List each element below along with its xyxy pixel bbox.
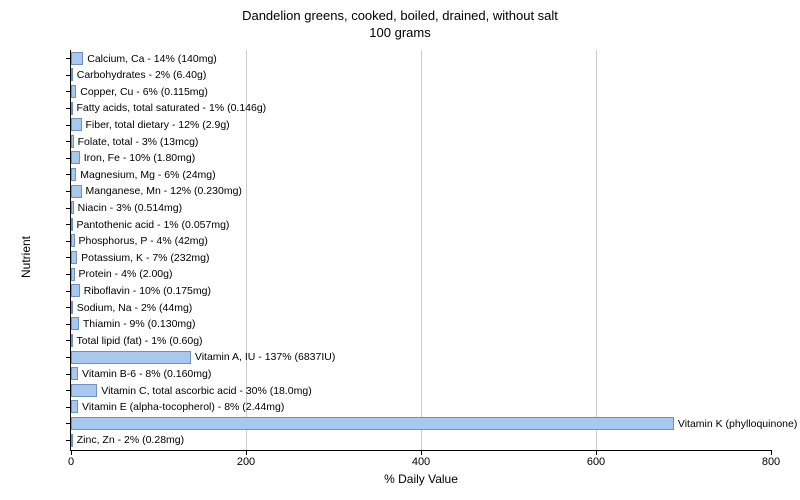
bar-row: Potassium, K - 7% (232mg) <box>71 249 771 266</box>
bar-row: Copper, Cu - 6% (0.115mg) <box>71 83 771 100</box>
nutrient-bar <box>71 417 674 430</box>
nutrient-bar <box>71 268 75 281</box>
nutrient-bar <box>71 334 73 347</box>
y-axis-label: Nutrient <box>19 236 33 278</box>
plot-area: Nutrient % Daily Value 0200400600800Calc… <box>70 50 771 451</box>
title-line-1: Dandelion greens, cooked, boiled, draine… <box>242 8 558 23</box>
bar-row: Folate, total - 3% (13mcg) <box>71 133 771 150</box>
x-axis-label: % Daily Value <box>384 472 458 486</box>
nutrient-bar <box>71 68 73 81</box>
nutrient-label: Total lipid (fat) - 1% (0.60g) <box>77 335 203 347</box>
nutrient-bar <box>71 434 73 447</box>
bar-row: Vitamin A, IU - 137% (6837IU) <box>71 349 771 366</box>
bar-row: Pantothenic acid - 1% (0.057mg) <box>71 216 771 233</box>
bar-row: Sodium, Na - 2% (44mg) <box>71 299 771 316</box>
bar-row: Thiamin - 9% (0.130mg) <box>71 316 771 333</box>
xtick-label: 600 <box>587 456 605 468</box>
nutrient-bar <box>71 85 76 98</box>
nutrient-label: Vitamin K (phylloquinone) - 689% (551.4m… <box>678 418 800 430</box>
nutrient-label: Zinc, Zn - 2% (0.28mg) <box>77 434 184 446</box>
chart-title: Dandelion greens, cooked, boiled, draine… <box>0 0 800 42</box>
nutrient-label: Carbohydrates - 2% (6.40g) <box>77 69 207 81</box>
nutrient-label: Protein - 4% (2.00g) <box>79 268 173 280</box>
xtick-mark <box>596 450 597 455</box>
nutrient-label: Vitamin E (alpha-tocopherol) - 8% (2.44m… <box>82 401 284 413</box>
nutrient-bar <box>71 151 80 164</box>
nutrient-label: Riboflavin - 10% (0.175mg) <box>84 285 211 297</box>
bar-row: Vitamin K (phylloquinone) - 689% (551.4m… <box>71 415 771 432</box>
xtick-mark <box>771 450 772 455</box>
title-line-2: 100 grams <box>369 25 430 40</box>
bar-row: Riboflavin - 10% (0.175mg) <box>71 282 771 299</box>
nutrient-label: Magnesium, Mg - 6% (24mg) <box>80 169 215 181</box>
nutrient-bar <box>71 367 78 380</box>
bar-row: Fiber, total dietary - 12% (2.9g) <box>71 116 771 133</box>
bar-row: Carbohydrates - 2% (6.40g) <box>71 67 771 84</box>
nutrient-bar <box>71 234 75 247</box>
bar-row: Total lipid (fat) - 1% (0.60g) <box>71 332 771 349</box>
nutrient-bar <box>71 52 83 65</box>
nutrient-bar <box>71 168 76 181</box>
nutrient-label: Vitamin C, total ascorbic acid - 30% (18… <box>101 385 311 397</box>
nutrient-bar <box>71 102 73 115</box>
nutrient-bar <box>71 351 191 364</box>
bar-row: Iron, Fe - 10% (1.80mg) <box>71 150 771 167</box>
nutrient-chart: Dandelion greens, cooked, boiled, draine… <box>0 0 800 500</box>
nutrient-label: Thiamin - 9% (0.130mg) <box>83 318 196 330</box>
bar-row: Calcium, Ca - 14% (140mg) <box>71 50 771 67</box>
xtick-mark <box>421 450 422 455</box>
nutrient-bar <box>71 301 73 314</box>
xtick-label: 0 <box>68 456 74 468</box>
bar-row: Phosphorus, P - 4% (42mg) <box>71 233 771 250</box>
nutrient-label: Phosphorus, P - 4% (42mg) <box>79 235 208 247</box>
nutrient-label: Pantothenic acid - 1% (0.057mg) <box>77 219 230 231</box>
xtick-label: 800 <box>762 456 780 468</box>
bar-row: Fatty acids, total saturated - 1% (0.146… <box>71 100 771 117</box>
bar-row: Niacin - 3% (0.514mg) <box>71 199 771 216</box>
nutrient-bar <box>71 135 74 148</box>
nutrient-label: Sodium, Na - 2% (44mg) <box>77 302 193 314</box>
bar-row: Vitamin C, total ascorbic acid - 30% (18… <box>71 382 771 399</box>
bar-row: Manganese, Mn - 12% (0.230mg) <box>71 183 771 200</box>
nutrient-bar <box>71 251 77 264</box>
nutrient-bar <box>71 201 74 214</box>
xtick-label: 200 <box>237 456 255 468</box>
nutrient-label: Fiber, total dietary - 12% (2.9g) <box>86 119 230 131</box>
nutrient-label: Niacin - 3% (0.514mg) <box>78 202 182 214</box>
nutrient-bar <box>71 284 80 297</box>
xtick-label: 400 <box>412 456 430 468</box>
nutrient-label: Potassium, K - 7% (232mg) <box>81 252 209 264</box>
nutrient-label: Iron, Fe - 10% (1.80mg) <box>84 152 195 164</box>
bar-row: Protein - 4% (2.00g) <box>71 266 771 283</box>
xtick-mark <box>71 450 72 455</box>
nutrient-label: Calcium, Ca - 14% (140mg) <box>87 53 217 65</box>
nutrient-label: Fatty acids, total saturated - 1% (0.146… <box>77 102 267 114</box>
nutrient-bar <box>71 185 82 198</box>
nutrient-label: Vitamin B-6 - 8% (0.160mg) <box>82 368 211 380</box>
bar-row: Vitamin E (alpha-tocopherol) - 8% (2.44m… <box>71 399 771 416</box>
nutrient-label: Vitamin A, IU - 137% (6837IU) <box>195 351 335 363</box>
nutrient-bar <box>71 218 73 231</box>
nutrient-bar <box>71 317 79 330</box>
nutrient-label: Copper, Cu - 6% (0.115mg) <box>80 86 208 98</box>
nutrient-label: Folate, total - 3% (13mcg) <box>78 136 199 148</box>
bar-row: Magnesium, Mg - 6% (24mg) <box>71 166 771 183</box>
bar-row: Zinc, Zn - 2% (0.28mg) <box>71 432 771 449</box>
bar-row: Vitamin B-6 - 8% (0.160mg) <box>71 365 771 382</box>
xtick-mark <box>246 450 247 455</box>
nutrient-label: Manganese, Mn - 12% (0.230mg) <box>86 185 242 197</box>
nutrient-bar <box>71 384 97 397</box>
nutrient-bar <box>71 400 78 413</box>
nutrient-bar <box>71 118 82 131</box>
